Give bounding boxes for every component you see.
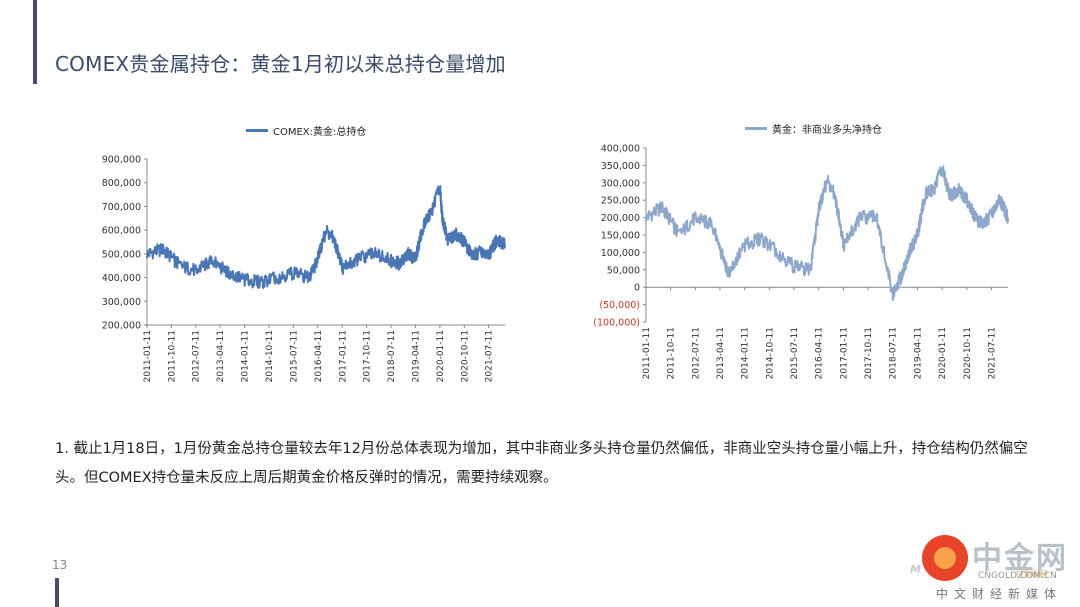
y-tick-label: 600,000	[102, 226, 141, 237]
x-tick-label: 2011-10-11	[667, 327, 677, 379]
y-tick-label: 250,000	[601, 196, 640, 207]
accent-bar-bottom	[55, 578, 59, 607]
x-tick-label: 2012-07-11	[691, 327, 701, 379]
x-tick-label: 2015-07-11	[289, 330, 299, 382]
y-tick-label: 100,000	[601, 248, 640, 259]
slide-title: COMEX贵金属持仓：黄金1月初以来总持仓量增加	[55, 52, 506, 76]
series-line-0	[146, 185, 506, 289]
accent-bar-top	[33, 0, 37, 84]
x-tick-label: 2017-01-11	[839, 327, 849, 379]
x-tick-label: 2020-01-11	[436, 330, 446, 382]
analysis-paragraph: 1. 截止1月18日，1月份黄金总持仓量较去年12月份总体表现为增加，其中非商业…	[55, 441, 1028, 486]
x-tick-label: 2021-07-11	[987, 327, 997, 379]
watermark: M 中金网 证利财经 CNGOLD.COM.CN 中文财经新媒体	[910, 533, 1070, 605]
x-tick-label: 2018-07-11	[387, 330, 397, 382]
legend-label-net-long: 黄金：非商业多头净持仓	[772, 125, 882, 136]
x-tick-label: 2014-01-11	[741, 327, 751, 379]
x-tick-label: 2013-04-11	[216, 330, 226, 382]
y-tick-label: 300,000	[601, 178, 640, 189]
x-tick-label: 2017-01-11	[338, 330, 348, 382]
y-tick-label: 500,000	[102, 249, 141, 260]
chart-gold-net-long-position: (100,000) (50,000) 0 50,000 100,000 150,000 20…	[580, 140, 1020, 385]
chart-left-svg: 200,000 300,000 400,000 500,000 600,000 700,0…	[102, 155, 506, 382]
x-tick-label: 2017-10-11	[363, 330, 373, 382]
x-tick-label: 2014-10-11	[265, 330, 275, 382]
x-tick-label: 2015-07-11	[790, 327, 800, 379]
x-tick-label: 2020-01-11	[938, 327, 948, 379]
page-number: 13	[52, 558, 68, 572]
y-tick-label: 200,000	[601, 213, 640, 224]
x-tick-label: 2013-04-11	[716, 327, 726, 379]
x-tick-label: 2016-04-11	[314, 330, 324, 382]
y-tick-label: 700,000	[102, 202, 141, 213]
x-tick-label: 2019-04-11	[411, 330, 421, 382]
y-tick-label: 350,000	[601, 161, 640, 172]
x-tick-label: 2016-04-11	[815, 327, 825, 379]
series-line-1	[645, 165, 1009, 301]
y-tick-label: 800,000	[102, 178, 141, 189]
y-tick-label: (100,000)	[593, 318, 640, 329]
x-tick-label: 2012-07-11	[192, 330, 202, 382]
y-tick-label: 50,000	[607, 265, 640, 276]
x-tick-label: 2020-10-11	[460, 330, 470, 382]
y-tick-label: 300,000	[102, 297, 141, 308]
watermark-logo-icon	[922, 535, 968, 581]
legend-label-total-open-interest: COMEX:黄金:总持仓	[273, 127, 367, 138]
x-tick-label: 2020-10-11	[963, 327, 973, 379]
y-tick-label: (50,000)	[599, 300, 640, 311]
x-tick-label: 2017-10-11	[864, 327, 874, 379]
legend-right-chart: 黄金：非商业多头净持仓	[745, 121, 882, 136]
chart-right-svg: (100,000) (50,000) 0 50,000 100,000 150,000 20…	[593, 144, 1009, 379]
y-tick-label: 0	[634, 283, 640, 294]
x-tick-label: 2011-10-11	[167, 330, 177, 382]
x-tick-label: 2011-01-11	[143, 330, 153, 382]
y-tick-label: 400,000	[102, 273, 141, 284]
x-tick-label: 2021-07-11	[485, 330, 495, 382]
y-tick-label: 200,000	[102, 321, 141, 332]
watermark-domain: CNGOLD.COM.CN	[978, 571, 1057, 581]
x-tick-label: 2014-10-11	[765, 327, 775, 379]
x-tick-label: 2019-04-11	[913, 327, 923, 379]
watermark-name: 中金网	[972, 541, 1068, 576]
y-tick-label: 400,000	[601, 144, 640, 155]
watermark-misc2-text: 证利财经	[1016, 570, 1048, 579]
legend-swatch-total-open-interest	[246, 129, 268, 132]
x-tick-label: 2018-07-11	[889, 327, 899, 379]
chart-comex-total-open-interest: 200,000 300,000 400,000 500,000 600,000 700,0…	[95, 140, 520, 385]
x-tick-label: 2014-01-11	[241, 330, 251, 382]
watermark-tagline: 中文财经新媒体	[936, 587, 1063, 601]
y-tick-label: 150,000	[601, 231, 640, 242]
legend-swatch-net-long	[745, 127, 767, 130]
watermark-misc-text: M	[910, 563, 921, 576]
legend-left-chart: COMEX:黄金:总持仓	[246, 123, 366, 138]
y-tick-label: 900,000	[102, 155, 141, 166]
x-tick-label: 2011-01-11	[642, 327, 652, 379]
